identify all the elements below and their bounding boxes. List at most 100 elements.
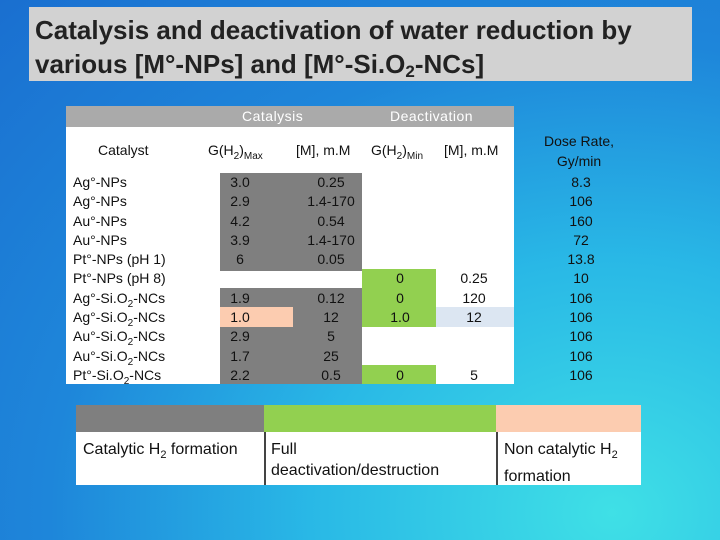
- g-min-cell: [374, 192, 426, 211]
- m-deactivation-cell: 0.25: [460, 270, 488, 287]
- dose-rate-cell: 72: [573, 231, 589, 248]
- m-deactivation-cell: [446, 173, 502, 192]
- dose-rate-column: 8.3 106 160 72 13.8 10 106 106 106 106 1…: [555, 173, 607, 385]
- g-min-cell: [374, 212, 426, 231]
- g-max-cell: 2.2: [230, 366, 250, 383]
- dose-rate-cell: 106: [569, 347, 593, 364]
- legend-labels: Catalytic H2 formation Full deactivation…: [76, 432, 641, 485]
- g-max-cell: 1.9: [230, 289, 250, 306]
- catalyst-cell: Pt°-NPs (pH 1): [73, 251, 166, 268]
- title-line-1: Catalysis and deactivation of water redu…: [35, 15, 632, 45]
- catalyst-cell: Pt°-Si.O2-NCs: [73, 366, 162, 387]
- m-deactivation-column: 0.25 120 12 5: [446, 173, 502, 385]
- g-max-cell: 4.2: [230, 212, 250, 229]
- dose-rate-cell: 10: [573, 270, 589, 287]
- dose-rate-cell: 106: [569, 366, 593, 383]
- catalysis-group-header: Catalysis: [242, 108, 304, 124]
- g-min-cell: [374, 347, 426, 366]
- g-max-cell: 1.0: [230, 309, 250, 326]
- catalyst-cell: Au°-Si.O2-NCs: [73, 347, 166, 368]
- m-deactivation-cell: [446, 231, 502, 250]
- catalyst-cell: Ag°-NPs: [73, 193, 127, 210]
- m-catalysis-cell: 1.4-170: [307, 231, 355, 248]
- legend-swatches: [76, 405, 641, 432]
- deactivation-block-2: [362, 365, 436, 384]
- header-m-catalysis: [M], m.M: [296, 142, 351, 158]
- g-min-cell: [374, 173, 426, 192]
- dose-rate-cell: 106: [569, 193, 593, 210]
- catalyst-cell: Pt°-NPs (pH 8): [73, 270, 166, 287]
- g-max-column: 3.0 2.9 4.2 3.9 6 1.9 1.0 2.9 1.7 2.2: [220, 173, 260, 385]
- g-min-cell: 1.0: [390, 309, 410, 326]
- header-g-max: G(H2)Max: [208, 142, 263, 162]
- m-deactivation-cell: [446, 192, 502, 211]
- m-deactivation-cell: 12: [466, 309, 482, 326]
- legend-label-catalytic: Catalytic H2 formation: [83, 441, 238, 462]
- catalyst-cell: Ag°-Si.O2-NCs: [73, 309, 166, 329]
- g-max-cell: [220, 269, 260, 288]
- m-deactivation-cell: 120: [462, 289, 486, 306]
- g-max-cell: 3.0: [230, 174, 250, 190]
- title-line-2: various [M°-NPs] and [M°-Si.O2-NCs]: [35, 49, 485, 81]
- g-min-cell: 0: [396, 366, 404, 383]
- m-catalysis-cell: [293, 269, 369, 288]
- g-min-column: 0 0 1.0 0: [374, 173, 426, 385]
- data-table: Catalysis Deactivation: [66, 106, 514, 384]
- deactivation-group-header: Deactivation: [390, 108, 474, 124]
- m-catalysis-cell: 1.4-170: [307, 193, 355, 210]
- catalyst-column: Ag°-NPs Ag°-NPs Au°-NPs Au°-NPs Pt°-NPs …: [73, 173, 166, 387]
- catalytic-block-ncs: [220, 288, 362, 384]
- m-deactivation-cell: [446, 250, 502, 269]
- m-catalysis-cell: 0.54: [317, 212, 345, 229]
- catalytic-block-nps: [220, 173, 362, 271]
- dose-rate-cell: 106: [569, 309, 593, 326]
- legend-divider: [264, 432, 266, 485]
- deactivation-block-1: [362, 269, 436, 327]
- g-max-cell: 3.9: [230, 231, 250, 248]
- dose-rate-cell: 13.8: [567, 251, 595, 268]
- m-deactivation-cell: 5: [470, 366, 478, 383]
- g-min-cell: [374, 327, 426, 346]
- m-catalysis-cell: 12: [323, 309, 339, 326]
- catalyst-cell: Ag°-NPs: [73, 174, 127, 190]
- legend-swatch-non-catalytic: [496, 405, 641, 432]
- legend-swatch-catalytic: [76, 405, 264, 432]
- m-deactivation-cell: [446, 212, 502, 231]
- m-catalysis-cell: 0.12: [317, 289, 345, 306]
- header-catalyst: Catalyst: [98, 142, 149, 158]
- g-max-cell: 1.7: [230, 347, 250, 364]
- dose-rate-cell: 106: [569, 289, 593, 306]
- legend-swatch-deactivation: [264, 405, 496, 432]
- m-catalysis-column: 0.25 1.4-170 0.54 1.4-170 0.05 0.12 12 5…: [293, 173, 369, 385]
- header-m-deactivation: [M], m.M: [444, 142, 499, 158]
- catalyst-cell: Au°-NPs: [73, 212, 127, 229]
- g-min-cell: 0: [396, 270, 404, 287]
- g-max-cell: 2.9: [230, 193, 250, 210]
- legend-label-deactivation: Full deactivation/destruction: [271, 441, 440, 479]
- dose-rate-cell: 8.3: [571, 174, 591, 190]
- m-catalysis-cell: 0.5: [321, 366, 341, 383]
- highlight-cell: [436, 307, 514, 327]
- non-catalytic-cell: [220, 307, 293, 327]
- m-deactivation-cell: [446, 327, 502, 346]
- m-catalysis-cell: 25: [323, 347, 339, 364]
- m-catalysis-cell: 5: [327, 328, 335, 345]
- catalyst-cell: Ag°-Si.O2-NCs: [73, 289, 166, 310]
- group-header-band: Catalysis Deactivation: [66, 106, 514, 127]
- m-catalysis-cell: 0.05: [317, 251, 345, 268]
- catalyst-cell: Au°-Si.O2-NCs: [73, 328, 166, 349]
- m-deactivation-cell: [446, 347, 502, 366]
- slide-title: Catalysis and deactivation of water redu…: [29, 7, 692, 81]
- dose-rate-cell: 160: [569, 212, 593, 229]
- g-min-cell: [374, 250, 426, 269]
- m-catalysis-cell: 0.25: [317, 174, 345, 190]
- g-min-cell: [374, 231, 426, 250]
- g-max-cell: 2.9: [230, 328, 250, 345]
- header-dose-rate: Dose Rate, Gy/min: [543, 133, 615, 169]
- g-max-cell: 6: [236, 251, 244, 268]
- catalyst-cell: Au°-NPs: [73, 231, 127, 248]
- legend-label-non-catalytic: Non catalytic H2 formation: [504, 441, 618, 486]
- dose-rate-cell: 106: [569, 328, 593, 345]
- g-min-cell: 0: [396, 289, 404, 306]
- legend-divider: [496, 432, 498, 485]
